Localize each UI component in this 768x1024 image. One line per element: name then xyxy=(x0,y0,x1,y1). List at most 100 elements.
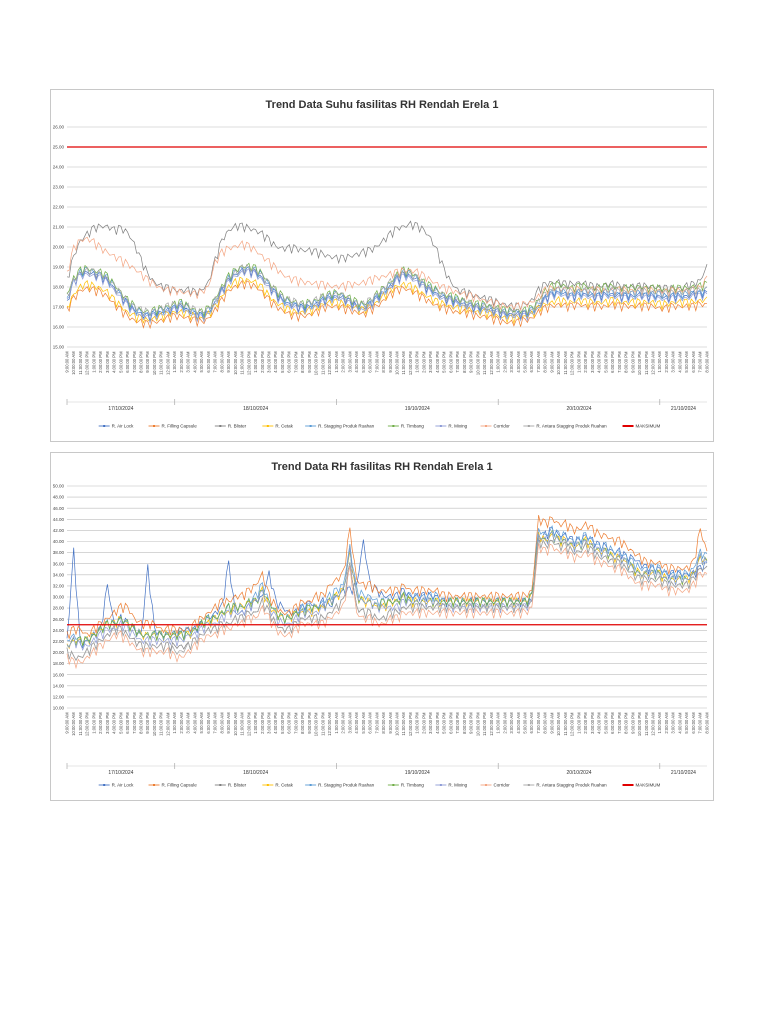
x-tick-label: 6:00:00 PM xyxy=(448,712,453,734)
x-tick-label: 5:00:00 AM xyxy=(199,712,204,734)
x-tick-label: 3:00:00 PM xyxy=(105,712,110,734)
x-tick-label: 4:00:00 AM xyxy=(354,351,359,373)
legend: R. Air Lock R. Filling Capsule R. Blister R… xyxy=(98,424,661,429)
y-tick-label: 48.00 xyxy=(53,495,65,500)
x-tick-label: 2:00:00 PM xyxy=(260,712,265,734)
x-tick-label: 9:00:00 PM xyxy=(307,712,312,734)
y-tick-label: 18.00 xyxy=(53,661,65,666)
x-tick-label: 11:00:00 PM xyxy=(644,712,649,736)
x-tick-label: 10:00:00 PM xyxy=(152,712,157,736)
x-tick-label: 7:00:00 PM xyxy=(617,351,622,373)
legend: R. Air Lock R. Filling Capsule R. Blister R… xyxy=(98,783,661,788)
date-groups: 17/10/2024 18/10/2024 19/10/2024 20/10/2024… xyxy=(66,763,707,776)
legend-item: R. Timbang xyxy=(387,783,424,788)
x-tick-label: 7:00:00 AM xyxy=(213,351,218,373)
x-tick-label: 5:00:00 PM xyxy=(280,351,285,373)
series-line-5 xyxy=(66,530,708,647)
legend-item: Corridor xyxy=(480,424,511,429)
x-tick-label: 10:00:00 AM xyxy=(233,712,238,736)
legend-marker xyxy=(219,425,222,427)
legend-label: R. Cetak xyxy=(275,424,293,429)
legend-label: R. Filling Capsule xyxy=(162,424,198,429)
x-tick-label: 5:00:00 PM xyxy=(118,351,123,373)
x-tick-label: 1:00:00 AM xyxy=(496,351,501,373)
legend-marker xyxy=(439,425,442,427)
x-tick-label: 4:00:00 AM xyxy=(516,712,521,734)
x-tick-label: 10:00:00 AM xyxy=(71,351,76,375)
x-tick-label: 8:00:00 PM xyxy=(300,712,305,734)
x-tick-label: 11:00:00 PM xyxy=(159,351,164,375)
x-tick-label: 2:00:00 PM xyxy=(422,712,427,734)
x-tick-label: 2:00:00 AM xyxy=(179,712,184,734)
x-tick-label: 3:00:00 AM xyxy=(347,712,352,734)
x-tick-label: 3:00:00 AM xyxy=(186,351,191,373)
y-tick-label: 26.00 xyxy=(53,617,65,622)
x-tick-label: 5:00:00 AM xyxy=(199,351,204,373)
y-tick-label: 46.00 xyxy=(53,506,65,511)
legend-marker xyxy=(309,784,312,786)
y-axis: 10.00 12.00 14.00 16.00 18.00 20.00 22.00 24.00… xyxy=(53,484,707,711)
legend-item: R. Cetak xyxy=(262,424,294,429)
y-tick-label: 20.00 xyxy=(53,245,65,250)
x-tick-label: 4:00:00 PM xyxy=(112,712,117,734)
series-line-0 xyxy=(66,526,708,649)
x-tick-label: 11:00:00 PM xyxy=(320,712,325,736)
x-tick-label: 12:00:00 PM xyxy=(85,351,90,375)
x-tick-label: 1:00:00 PM xyxy=(415,351,420,373)
legend-label: R. Antara Stagging Produk Ruahan xyxy=(536,783,607,788)
legend-marker xyxy=(485,425,488,427)
x-tick-label: 2:00:00 AM xyxy=(502,351,507,373)
legend-label: MAKSIMUM xyxy=(636,783,661,788)
legend-marker xyxy=(103,784,106,786)
y-tick-label: 23.00 xyxy=(53,185,65,190)
legend-item: MAKSIMUM xyxy=(622,783,661,788)
chart-title: Trend Data RH fasilitas RH Rendah Erela … xyxy=(271,461,492,473)
x-tick-label: 2:00:00 PM xyxy=(422,351,427,373)
legend-item: R. Mixing xyxy=(435,424,468,429)
legend-label: Corridor xyxy=(494,424,511,429)
x-tick-label: 8:00:00 PM xyxy=(462,351,467,373)
x-tick-label: 12:00:00 AM xyxy=(166,712,171,736)
x-tick-label: 11:00:00 PM xyxy=(159,712,164,736)
x-tick-label: 1:00:00 PM xyxy=(253,712,258,734)
x-tick-label: 11:00:00 PM xyxy=(482,351,487,375)
x-tick-label: 12:00:00 AM xyxy=(327,712,332,736)
series-line-2 xyxy=(66,220,708,313)
x-tick-label: 10:00:00 PM xyxy=(475,712,480,736)
x-tick-label: 11:00:00 PM xyxy=(320,351,325,375)
x-tick-label: 12:00:00 PM xyxy=(570,712,575,736)
y-tick-label: 25.00 xyxy=(53,145,65,150)
x-tick-label: 5:00:00 PM xyxy=(442,351,447,373)
x-tick-label: 6:00:00 AM xyxy=(529,712,534,734)
legend-item: R. Stagging Produk Ruahan xyxy=(305,424,375,429)
legend-label: R. Mixing xyxy=(448,424,467,429)
x-tick-label: 7:00:00 AM xyxy=(536,351,541,373)
x-tick-label: 5:00:00 AM xyxy=(523,351,528,373)
legend-item: MAKSIMUM xyxy=(622,424,661,429)
x-tick-label: 4:00:00 PM xyxy=(273,712,278,734)
x-tick-label: 7:00:00 AM xyxy=(698,712,703,734)
x-tick-label: 11:00:00 PM xyxy=(482,712,487,736)
y-tick-label: 40.00 xyxy=(53,539,65,544)
y-tick-label: 20.00 xyxy=(53,650,65,655)
x-tick-label: 1:00:00 AM xyxy=(334,712,339,734)
legend-item: R. Stagging Produk Ruahan xyxy=(305,783,375,788)
x-tick-label: 5:00:00 PM xyxy=(603,351,608,373)
legend-label: R. Air Lock xyxy=(112,783,135,788)
y-tick-label: 34.00 xyxy=(53,572,65,577)
x-tick-label: 9:00:00 PM xyxy=(307,351,312,373)
legend-label: R. Air Lock xyxy=(112,424,135,429)
date-label: 18/10/2024 xyxy=(243,770,268,776)
x-tick-label: 5:00:00 AM xyxy=(684,351,689,373)
x-tick-label: 3:00:00 PM xyxy=(590,351,595,373)
x-tick-label: 10:00:00 AM xyxy=(233,351,238,375)
legend-marker xyxy=(392,784,395,786)
x-tick-label: 6:00:00 AM xyxy=(368,712,373,734)
x-tick-label: 1:00:00 AM xyxy=(172,351,177,373)
x-tick-label: 11:00:00 AM xyxy=(401,351,406,375)
x-tick-label: 4:00:00 AM xyxy=(678,712,683,734)
date-label: 21/10/2024 xyxy=(671,406,696,412)
legend-marker xyxy=(266,425,269,427)
legend-marker xyxy=(153,784,156,786)
x-tick-label: 6:00:00 PM xyxy=(448,351,453,373)
